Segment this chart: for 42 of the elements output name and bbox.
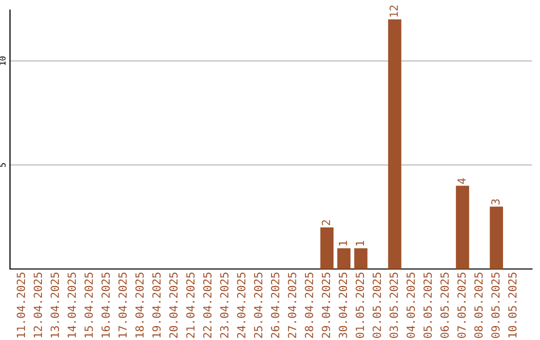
- x-tick-label: 09.05.2025: [491, 272, 500, 338]
- x-tick-label: 16.04.2025: [101, 272, 110, 338]
- x-tick-label: 05.05.2025: [423, 272, 432, 338]
- x-tick-label: 26.04.2025: [270, 272, 280, 338]
- x-tick-label: 04.05.2025: [406, 272, 415, 338]
- x-tick-label: 19.04.2025: [152, 272, 161, 338]
- x-tick-label: 22.04.2025: [203, 272, 212, 338]
- x-tick-label: 25.04.2025: [254, 272, 262, 338]
- x-tick-label: 07.05.2025: [457, 272, 466, 338]
- x-tick-label: 14.04.2025: [68, 272, 76, 338]
- x-tick-label: 12.04.2025: [34, 272, 42, 338]
- x-tick-label: 06.05.2025: [440, 272, 449, 338]
- data-label: 1: [338, 240, 347, 246]
- bar: [490, 206, 504, 269]
- data-label: 4: [458, 178, 466, 184]
- data-label: 2: [322, 220, 330, 226]
- x-tick-label: 01.05.2025: [356, 272, 364, 338]
- x-tick-label: 29.04.2025: [322, 272, 330, 338]
- x-tick-label: 03.05.2025: [390, 272, 398, 338]
- x-tick-label: 23.04.2025: [220, 272, 228, 338]
- x-tick-label: 27.04.2025: [288, 272, 296, 338]
- x-tick-label: 10.05.2025: [508, 272, 517, 338]
- data-label: 1: [356, 240, 364, 246]
- x-tick-label: 11.04.2025: [16, 272, 26, 338]
- x-tick-label: 21.04.2025: [186, 272, 195, 338]
- bar: [320, 227, 334, 269]
- bar: [456, 186, 470, 269]
- x-tick-label: 17.04.2025: [118, 272, 127, 338]
- x-tick-label: 18.04.2025: [135, 272, 144, 338]
- x-tick-label: 30.04.2025: [338, 272, 348, 338]
- x-tick-label: 15.04.2025: [84, 272, 93, 338]
- x-tick-label: 20.04.2025: [169, 272, 178, 338]
- data-label: 12: [390, 6, 398, 17]
- bar: [354, 248, 368, 269]
- x-tick-label: 08.05.2025: [474, 272, 483, 338]
- x-tick-label: 13.04.2025: [50, 272, 60, 338]
- bar: [337, 248, 350, 269]
- bar: [388, 19, 402, 269]
- x-tick-label: 28.04.2025: [304, 272, 314, 338]
- x-tick-label: 02.05.2025: [372, 272, 382, 338]
- data-label: 3: [491, 199, 500, 204]
- x-tick-label: 24.04.2025: [237, 272, 246, 338]
